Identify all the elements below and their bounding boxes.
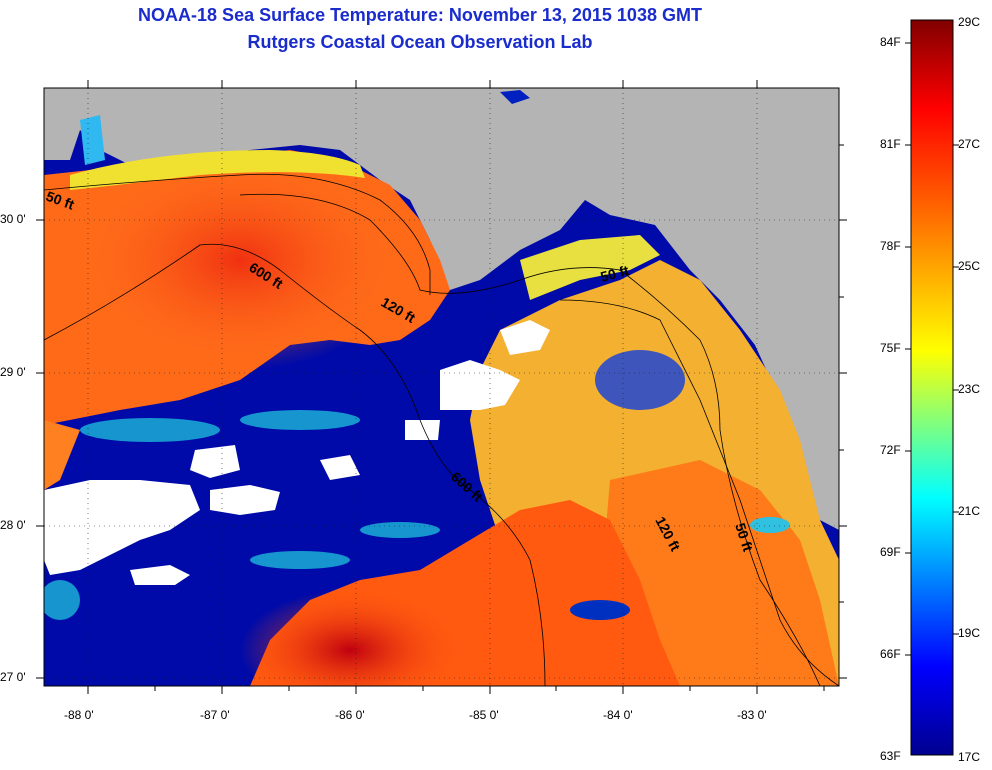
x-tick-label: -84 0' (603, 708, 633, 722)
colorbar-c-label: 27C (958, 137, 981, 151)
contour-600ft (44, 243, 546, 686)
colorbar-c-label: 17C (958, 750, 981, 764)
colorbar-c-label: 29C (958, 15, 981, 29)
cool-eddy (570, 600, 630, 620)
colorbar-f-label: 63F (880, 749, 901, 763)
map-title: NOAA-18 Sea Surface Temperature: Novembe… (138, 5, 702, 25)
y-tick-label: 30 0' (0, 212, 26, 226)
colorbar-f-label: 66F (880, 647, 901, 661)
colorbar (910, 19, 954, 756)
cool-eddy (750, 517, 790, 533)
x-tick-label: -85 0' (469, 708, 499, 722)
loop-current-core (240, 590, 460, 686)
x-tick-label: -87 0' (200, 708, 230, 722)
contour-label: 50 ft (599, 262, 631, 285)
coastal-cool-strip (70, 150, 365, 190)
colorbar-c-label: 19C (958, 626, 981, 640)
x-tick-label: -83 0' (737, 708, 767, 722)
colorbar-f-label: 75F (880, 341, 901, 355)
x-tick-label: -86 0' (335, 708, 365, 722)
bathymetry-contours (44, 173, 839, 686)
bay-cool-water (80, 115, 105, 165)
map-frame (43, 87, 840, 687)
colorbar-c-label: 21C (958, 504, 981, 518)
colorbar-f-label: 78F (880, 239, 901, 253)
warm-core (70, 150, 410, 370)
colorbar-f-label: 72F (880, 443, 901, 457)
inland-lake (500, 90, 530, 104)
y-tick-label: 28 0' (0, 518, 26, 532)
colorbar-f-label: 84F (880, 35, 901, 49)
y-tick-label: 29 0' (0, 365, 26, 379)
sw-shelf-warm (600, 460, 839, 686)
contour-50ft (44, 173, 431, 295)
colorbar-c-label: 23C (958, 382, 981, 396)
contour-50ft-east (559, 299, 839, 686)
x-tick-label: -88 0' (64, 708, 94, 722)
frame-ticks (36, 80, 847, 694)
land-mass (44, 88, 839, 530)
contour-120ft (239, 193, 821, 686)
colorbar-c-label: 25C (958, 259, 981, 273)
colorbar-f-label: 81F (880, 137, 901, 151)
colorbar-f-label: 69F (880, 545, 901, 559)
y-tick-label: 27 0' (0, 670, 26, 684)
west-warm-edge (44, 420, 80, 490)
cloud-mask (44, 320, 550, 585)
cool-eddy (595, 350, 685, 410)
sst-field (44, 88, 839, 686)
map-subtitle: Rutgers Coastal Ocean Observation Lab (247, 32, 593, 52)
colorbar-ticks (905, 42, 959, 656)
